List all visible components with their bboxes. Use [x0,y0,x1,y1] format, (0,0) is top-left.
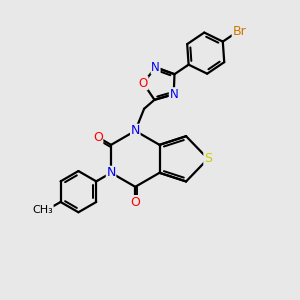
Text: N: N [106,166,116,179]
Text: O: O [130,196,140,208]
Text: N: N [151,61,160,74]
Text: Br: Br [232,25,246,38]
Text: CH₃: CH₃ [32,206,53,215]
Text: N: N [169,88,178,101]
Text: N: N [130,124,140,137]
Text: O: O [93,131,103,144]
Text: O: O [139,77,148,90]
Text: S: S [204,152,212,165]
